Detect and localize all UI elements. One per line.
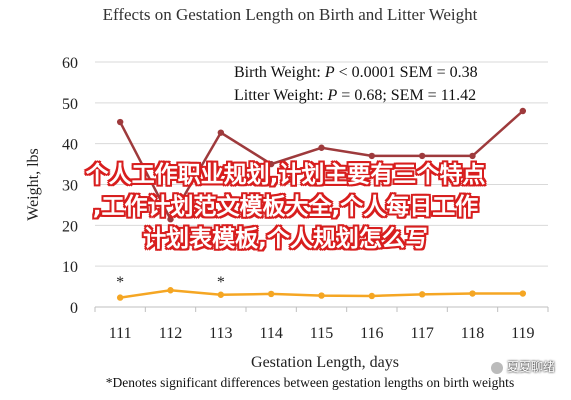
annotations: * * <box>116 274 225 291</box>
significance-marker: * <box>116 274 124 291</box>
x-tick-label: 118 <box>461 325 484 342</box>
x-tick-label: 111 <box>109 325 132 342</box>
data-point <box>116 294 124 301</box>
overlay-line-2: ,工作计划范文模板大全,个人每日工作 <box>92 194 479 220</box>
y-tick-label: 10 <box>62 259 78 276</box>
data-point <box>217 291 225 298</box>
data-point <box>318 144 325 151</box>
x-tick-label: 115 <box>310 325 333 342</box>
chart-title: Effects on Gestation Length on Birth and… <box>103 5 478 24</box>
watermark-icon <box>490 361 503 374</box>
data-point <box>418 291 426 298</box>
stat-suffix: = 0.68; SEM = 11.42 <box>337 87 476 104</box>
significance-marker: * <box>217 274 225 291</box>
overlay-line-3: 计划表模板,个人规划怎么写 <box>143 226 428 252</box>
y-tick-label: 50 <box>62 96 78 113</box>
y-tick-label: 0 <box>70 300 78 317</box>
y-tick-label: 40 <box>62 137 78 154</box>
data-point <box>267 290 275 298</box>
y-tick-label: 20 <box>62 218 78 235</box>
x-tick-label: 114 <box>259 325 282 342</box>
data-point <box>318 292 325 299</box>
stat-italic: P <box>327 87 338 104</box>
y-ticks: 0 10 20 30 40 50 60 <box>62 55 78 317</box>
x-tick-label: 117 <box>410 325 433 342</box>
stat-italic: P <box>324 64 335 81</box>
data-point <box>418 152 426 160</box>
y-tick-label: 60 <box>62 55 78 72</box>
stat-suffix: < 0.0001 SEM = 0.38 <box>335 64 478 81</box>
data-point <box>167 216 174 223</box>
grid-lines <box>95 61 548 308</box>
stat-prefix: Birth Weight: <box>234 64 325 81</box>
watermark-text: 夏夏聊绪 <box>506 360 555 374</box>
data-point <box>368 152 376 160</box>
data-point <box>519 290 527 297</box>
data-point <box>267 160 275 168</box>
x-tick-label: 112 <box>159 325 182 342</box>
y-tick-label: 30 <box>62 178 78 195</box>
stat-line-1: Litter Weight: P = 0.68; SEM = 11.42 <box>234 87 476 104</box>
data-point <box>519 107 527 115</box>
stats-legend: Birth Weight: P < 0.0001 SEM = 0.38 Litte… <box>234 64 478 104</box>
data-point <box>217 129 225 136</box>
y-axis-label: Weight, lbs <box>25 148 42 220</box>
data-point <box>469 290 476 297</box>
x-axis-label: Gestation Length, days <box>251 354 399 371</box>
data-point <box>167 287 174 294</box>
data-point <box>368 292 376 300</box>
footnote: *Denotes significant differences between… <box>106 375 514 390</box>
x-tick-label: 113 <box>209 325 232 342</box>
x-ticks: 111 112 113 114 115 116 117 118 119 <box>94 307 549 342</box>
data-point <box>469 152 476 160</box>
overlay-line-1: 个人工作职业规划,计划主要有三个特点 <box>85 162 486 188</box>
series-group <box>116 107 527 301</box>
stat-line-0: Birth Weight: P < 0.0001 SEM = 0.38 <box>234 64 478 81</box>
stat-prefix: Litter Weight: <box>234 87 328 104</box>
data-point <box>116 118 124 126</box>
watermark: 夏夏聊绪 <box>490 358 555 375</box>
x-tick-label: 116 <box>360 325 383 342</box>
x-tick-label: 119 <box>511 325 534 342</box>
